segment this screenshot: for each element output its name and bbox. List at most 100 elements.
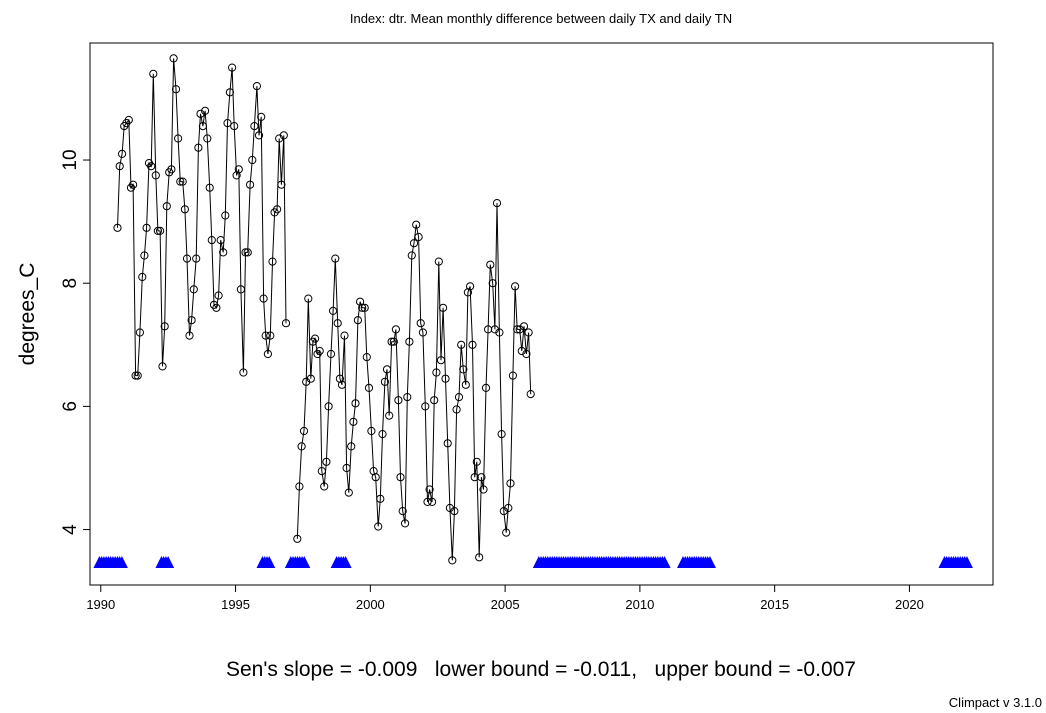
- missing-data-marker: [339, 556, 352, 568]
- data-point: [337, 380, 347, 389]
- data-point: [517, 346, 526, 356]
- missing-data-marker: [703, 556, 716, 568]
- data-point: [371, 473, 380, 482]
- data-point: [412, 220, 421, 229]
- data-point: [389, 337, 398, 346]
- data-point: [257, 112, 266, 122]
- data-point: [405, 337, 414, 346]
- data-point: [443, 439, 452, 448]
- data-point: [356, 297, 365, 306]
- data-point: [380, 377, 389, 386]
- data-point: [362, 353, 371, 362]
- data-point: [113, 223, 122, 232]
- series-points: [113, 54, 535, 565]
- data-point: [138, 272, 147, 282]
- data-point: [432, 368, 441, 377]
- data-point: [192, 254, 201, 263]
- data-point: [360, 303, 369, 312]
- data-point: [315, 346, 324, 356]
- data-point: [472, 457, 481, 466]
- data-point: [351, 399, 360, 408]
- data-point: [326, 349, 336, 359]
- data-point: [228, 63, 237, 72]
- data-point: [153, 226, 162, 235]
- data-point: [466, 282, 475, 291]
- data-point: [394, 396, 403, 405]
- data-point: [342, 463, 351, 473]
- data-point: [331, 254, 340, 263]
- data-point: [171, 85, 181, 94]
- y-tick-label: 6: [60, 401, 81, 412]
- credit-label: Climpact v 3.1.0: [949, 695, 1042, 710]
- data-point: [216, 236, 225, 245]
- sens-slope-caption: Sen's slope = -0.009 lower bound = -0.01…: [226, 658, 856, 681]
- data-point: [495, 328, 504, 337]
- data-point: [459, 365, 468, 374]
- data-point: [225, 88, 234, 97]
- data-point: [349, 417, 358, 426]
- x-tick-label: 2010: [625, 597, 654, 612]
- x-tick-label: 2015: [760, 597, 789, 612]
- data-point: [252, 82, 261, 91]
- data-point: [497, 430, 506, 439]
- data-point: [333, 319, 342, 328]
- data-point: [259, 294, 268, 303]
- data-point: [167, 165, 176, 174]
- data-point: [502, 528, 511, 537]
- data-point: [266, 331, 275, 340]
- missing-data-marker: [115, 556, 128, 568]
- data-point: [149, 69, 158, 78]
- missing-data-marker: [263, 556, 276, 568]
- data-point: [382, 365, 392, 374]
- data-point: [212, 303, 221, 312]
- data-point: [118, 149, 127, 158]
- data-point: [254, 131, 264, 140]
- x-tick-label: 2020: [895, 597, 924, 612]
- data-point: [488, 279, 497, 288]
- data-point: [347, 442, 356, 451]
- data-point: [135, 328, 144, 337]
- data-point: [140, 251, 149, 260]
- data-point: [358, 303, 367, 312]
- series-line-segment: [296, 203, 532, 561]
- data-point: [261, 331, 270, 340]
- data-point: [230, 122, 239, 131]
- data-point: [448, 556, 457, 565]
- x-tick-label: 2000: [356, 597, 385, 612]
- data-point: [324, 402, 333, 411]
- x-axis: 1990 1995 2000 2005 2010 2015 2020: [86, 585, 924, 612]
- data-point: [273, 205, 282, 214]
- data-point: [513, 325, 522, 334]
- data-point: [344, 488, 353, 497]
- x-tick-label: 1995: [221, 597, 250, 612]
- data-point: [486, 260, 495, 269]
- data-point: [203, 134, 212, 143]
- data-point: [423, 497, 432, 506]
- data-point: [124, 115, 133, 125]
- y-tick-label: 8: [60, 278, 81, 289]
- data-point: [481, 383, 491, 392]
- data-point: [364, 383, 374, 392]
- data-point: [317, 467, 326, 476]
- data-point: [376, 494, 385, 503]
- data-point: [409, 239, 419, 248]
- data-point: [421, 402, 430, 411]
- data-point: [510, 282, 520, 291]
- data-point: [398, 507, 407, 516]
- data-point: [115, 162, 124, 171]
- data-point: [454, 393, 464, 402]
- y-tick-label: 10: [60, 149, 81, 170]
- data-point: [234, 165, 243, 174]
- data-point: [414, 232, 423, 242]
- data-point: [236, 285, 245, 294]
- data-point: [387, 337, 396, 346]
- data-point: [243, 248, 252, 257]
- data-point: [142, 223, 151, 232]
- data-point: [391, 325, 400, 334]
- data-point: [468, 340, 477, 349]
- data-point: [322, 457, 331, 466]
- data-point: [129, 180, 138, 189]
- data-point: [461, 380, 470, 389]
- data-point: [250, 122, 259, 131]
